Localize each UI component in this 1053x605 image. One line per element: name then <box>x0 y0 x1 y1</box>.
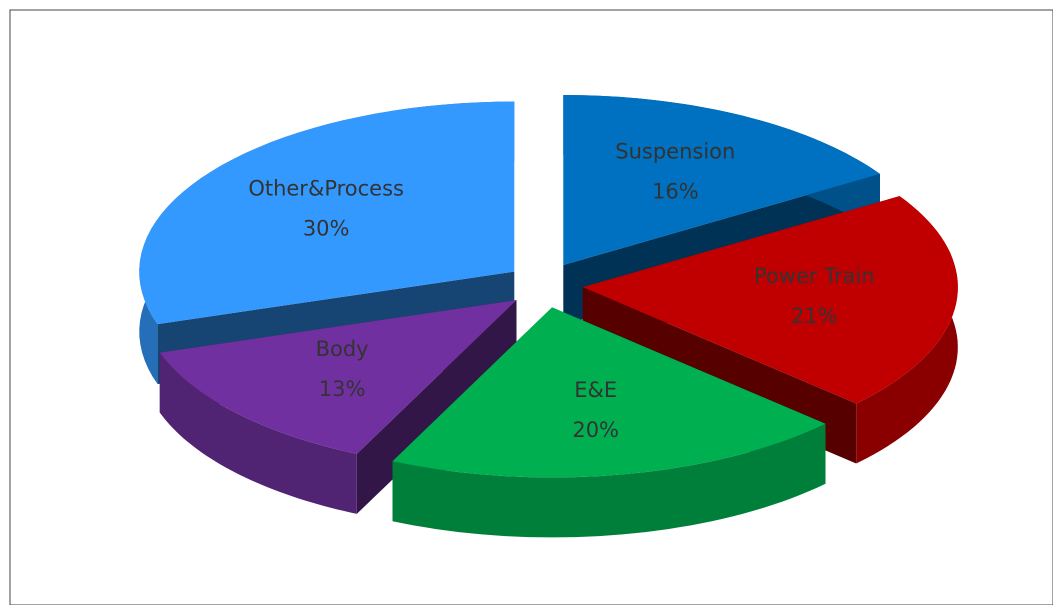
slice-top <box>159 300 517 454</box>
slice-label: Body <box>316 337 369 361</box>
slice-value-label: 21% <box>791 304 838 328</box>
slice-value-label: 13% <box>319 377 366 401</box>
slice-top <box>392 307 826 478</box>
slice-value-label: 20% <box>572 418 619 442</box>
slice-wall <box>159 352 357 514</box>
slice-wall <box>392 423 826 538</box>
slice-value-label: 16% <box>652 180 699 204</box>
slice-value-label: 30% <box>303 217 350 241</box>
slice-label: Other&Process <box>248 177 404 201</box>
slice-label: Power Train <box>754 264 875 288</box>
slice <box>392 307 826 538</box>
slice <box>159 300 517 514</box>
slice-label: Suspension <box>615 140 735 164</box>
slice-label: E&E <box>574 378 617 402</box>
slice-top <box>563 95 880 265</box>
slice-top <box>582 196 958 404</box>
slice-top <box>139 101 515 325</box>
